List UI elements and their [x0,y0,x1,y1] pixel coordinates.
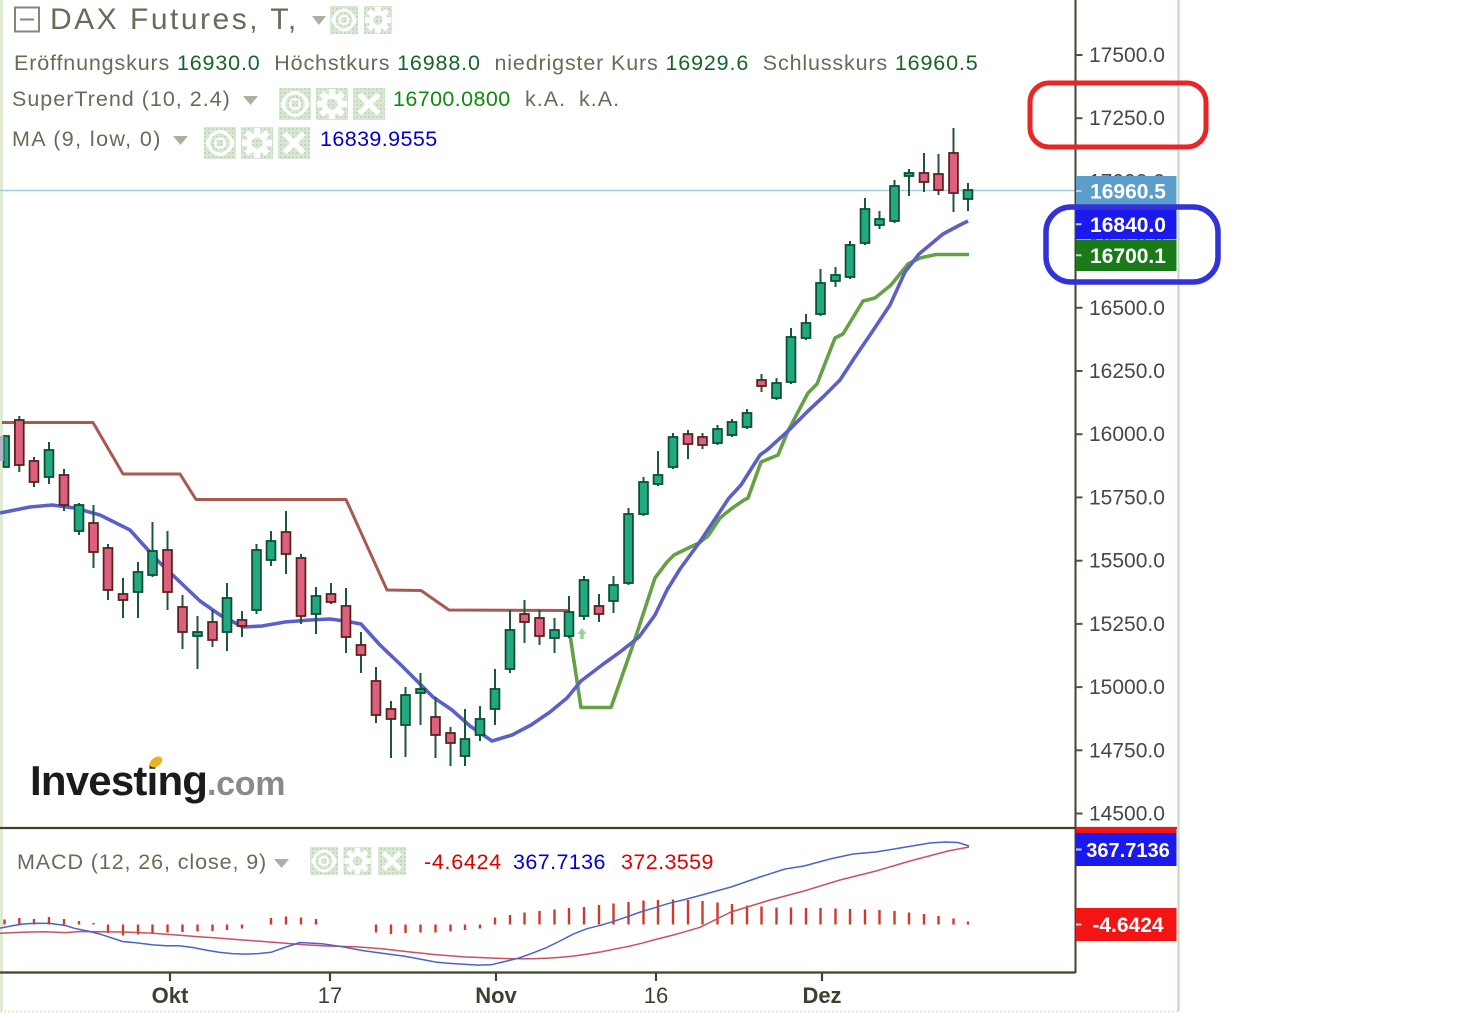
svg-text:16250.0: 16250.0 [1089,360,1165,383]
svg-text:16839.9555: 16839.9555 [320,127,438,151]
svg-text:16700.1: 16700.1 [1090,245,1166,268]
svg-text:16500.0: 16500.0 [1089,297,1165,320]
svg-text:k.A.: k.A. [525,87,566,111]
svg-text:17250.0: 17250.0 [1089,107,1165,130]
svg-text:16: 16 [644,983,668,1008]
svg-text:MACD (12, 26, close, 9): MACD (12, 26, close, 9) [17,850,267,874]
svg-text:16700.0800: 16700.0800 [393,87,511,111]
svg-text:k.A.: k.A. [579,87,620,111]
svg-text:16960.5: 16960.5 [1090,181,1166,204]
svg-text:Nov: Nov [475,983,517,1008]
svg-text:.com: .com [207,765,285,803]
svg-text:Investing: Investing [30,757,207,804]
svg-text:16000.0: 16000.0 [1089,423,1165,446]
svg-text:15250.0: 15250.0 [1089,613,1165,636]
svg-text:-4.6424: -4.6424 [424,850,502,874]
svg-text:Okt: Okt [152,983,189,1008]
svg-text:367.7136: 367.7136 [513,850,606,874]
svg-text:Dez: Dez [802,983,841,1008]
svg-text:17500.0: 17500.0 [1089,44,1165,67]
svg-text:15750.0: 15750.0 [1089,486,1165,509]
svg-text:14750.0: 14750.0 [1089,739,1165,762]
svg-text:14500.0: 14500.0 [1089,803,1165,826]
svg-text:Eröffnungskurs 16930.0 Höchst: Eröffnungskurs 16930.0 Höchstkurs 16988.… [14,51,979,75]
svg-text:MA (9, low, 0): MA (9, low, 0) [12,127,162,151]
svg-text:15500.0: 15500.0 [1089,550,1165,573]
svg-text:16840.0: 16840.0 [1090,214,1166,237]
svg-text:DAX Futures, T,: DAX Futures, T, [50,3,299,36]
svg-text:-4.6424: -4.6424 [1092,914,1164,937]
svg-text:17: 17 [318,983,342,1008]
svg-text:367.7136: 367.7136 [1086,840,1169,862]
svg-text:15000.0: 15000.0 [1089,676,1165,699]
svg-text:SuperTrend (10, 2.4): SuperTrend (10, 2.4) [12,87,231,111]
svg-text:372.3559: 372.3559 [621,850,714,874]
